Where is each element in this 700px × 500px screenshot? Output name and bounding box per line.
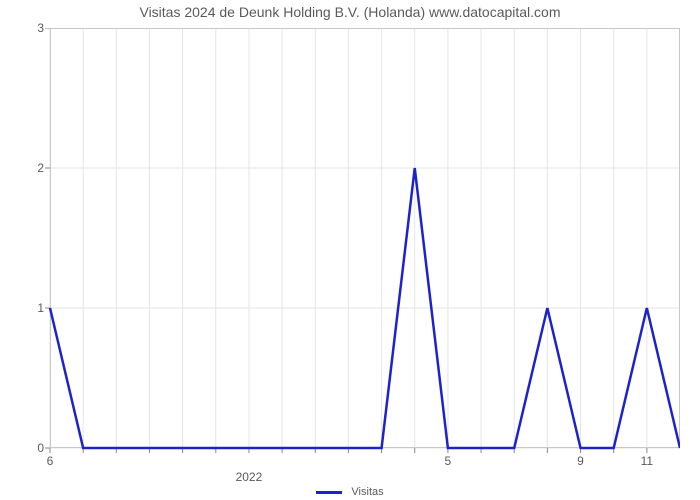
y-tick-0: 0 bbox=[14, 441, 44, 455]
chart-title: Visitas 2024 de Deunk Holding B.V. (Hola… bbox=[0, 4, 700, 20]
x-tick-c: 9 bbox=[577, 454, 584, 468]
legend: Visitas bbox=[0, 486, 700, 498]
legend-swatch bbox=[316, 491, 342, 494]
y-tick-3: 3 bbox=[14, 21, 44, 35]
visits-line-chart: Visitas 2024 de Deunk Holding B.V. (Hola… bbox=[0, 0, 700, 500]
x-tick-b: 5 bbox=[445, 454, 452, 468]
legend-label: Visitas bbox=[351, 486, 383, 498]
x-tick-d: 11 bbox=[641, 454, 653, 468]
x-tick-year: 2022 bbox=[236, 470, 263, 484]
x-tick-a: 6 bbox=[47, 454, 54, 468]
y-tick-2: 2 bbox=[14, 161, 44, 175]
y-tick-1: 1 bbox=[14, 301, 44, 315]
chart-svg bbox=[44, 28, 680, 456]
plot-area bbox=[50, 28, 680, 448]
